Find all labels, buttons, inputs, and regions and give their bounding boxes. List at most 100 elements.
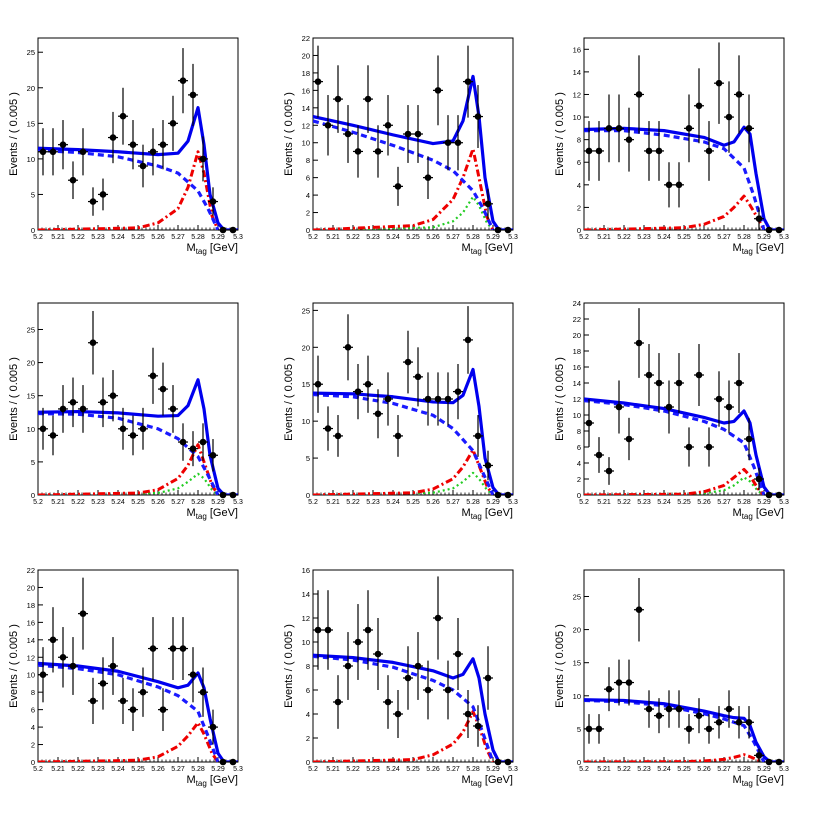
- data-point: [343, 314, 353, 381]
- point-marker: [209, 451, 217, 459]
- point-marker: [89, 339, 97, 347]
- x-tick-label: 5.2: [33, 766, 43, 773]
- x-tick-label: 5.2: [308, 234, 318, 241]
- x-axis-label: Mtag [GeV]: [187, 507, 238, 521]
- data-point: [323, 406, 333, 451]
- y-axis-label: Events / ( 0.005 ): [554, 624, 566, 708]
- data-point: [694, 68, 704, 144]
- data-point: [393, 690, 403, 738]
- point-marker: [655, 379, 663, 387]
- point-marker: [715, 395, 723, 403]
- point-marker: [685, 443, 693, 451]
- y-tick-label: 0: [306, 491, 310, 500]
- x-tick-label: 5.23: [366, 766, 380, 773]
- point-marker: [99, 191, 107, 198]
- x-tick-label: 5.24: [657, 234, 671, 241]
- data-point: [218, 758, 228, 766]
- point-marker: [334, 432, 342, 440]
- data-point: [503, 491, 513, 499]
- x-tick-label: 5.22: [617, 234, 631, 241]
- y-tick-label: 4: [577, 181, 581, 190]
- x-tick-label: 5.24: [386, 766, 400, 773]
- curve-signal: [584, 467, 766, 495]
- data-point: [503, 758, 513, 766]
- data-point: [48, 607, 58, 673]
- y-tick-label: 14: [573, 68, 581, 77]
- y-tick-label: 25: [302, 306, 310, 315]
- point-marker: [149, 372, 157, 380]
- point-marker: [344, 662, 352, 670]
- data-point: [58, 385, 68, 433]
- y-tick-label: 0: [577, 758, 581, 767]
- data-point: [128, 688, 138, 732]
- point-marker: [79, 405, 87, 413]
- point-marker: [334, 698, 342, 706]
- x-axis-label: Mtag [GeV]: [462, 242, 513, 256]
- x-tick-label: 5.2: [33, 499, 43, 506]
- data-point: [218, 491, 228, 499]
- point-marker: [89, 697, 97, 705]
- point-marker: [504, 758, 512, 766]
- data-point: [644, 344, 654, 406]
- data-point: [403, 646, 413, 710]
- data-point: [48, 128, 58, 176]
- point-marker: [219, 226, 227, 234]
- y-tick-label: 10: [302, 417, 310, 426]
- point-marker: [434, 395, 442, 403]
- x-tick-label: 5.2: [308, 766, 318, 773]
- data-point: [594, 121, 604, 181]
- data-point: [433, 576, 443, 660]
- x-tick-label: 5.25: [677, 499, 691, 506]
- x-tick-label: 5.29: [211, 766, 225, 773]
- data-point: [684, 427, 694, 467]
- point-marker: [585, 725, 593, 733]
- y-tick-label: 25: [27, 325, 35, 334]
- data-point: [353, 604, 363, 680]
- point-marker: [504, 491, 512, 499]
- point-marker: [139, 162, 147, 170]
- data-point: [443, 372, 453, 426]
- data-point: [594, 714, 604, 744]
- x-tick-label: 5.23: [366, 499, 380, 506]
- curve-peaking-background: [313, 471, 494, 495]
- data-point: [654, 121, 664, 181]
- data-point: [473, 85, 483, 149]
- data-point: [168, 385, 178, 433]
- point-marker: [39, 671, 47, 679]
- data-point: [684, 94, 694, 163]
- point-marker: [675, 181, 683, 189]
- y-tick-label: 10: [573, 113, 581, 122]
- data-point: [138, 407, 148, 450]
- data-point: [644, 121, 654, 181]
- x-tick-label: 5.22: [71, 499, 85, 506]
- point-marker: [585, 419, 593, 427]
- curve-combinatorial: [313, 119, 495, 230]
- data-point: [664, 380, 674, 434]
- x-tick-label: 5.22: [617, 766, 631, 773]
- y-tick-label: 10: [302, 139, 310, 148]
- point-marker: [695, 102, 703, 110]
- data-point: [493, 491, 503, 499]
- data-point: [754, 748, 764, 762]
- point-marker: [179, 438, 187, 446]
- data-point: [373, 618, 383, 690]
- y-tick-label: 15: [27, 392, 35, 401]
- point-marker: [765, 491, 773, 499]
- y-tick-label: 20: [27, 583, 35, 592]
- x-tick-label: 5.28: [466, 766, 480, 773]
- x-axis-label: Mtag [GeV]: [187, 774, 238, 788]
- point-marker: [229, 491, 237, 499]
- point-marker: [775, 491, 783, 499]
- y-tick-label: 0: [306, 226, 310, 235]
- x-tick-label: 5.28: [191, 499, 205, 506]
- x-tick-label: 5.3: [233, 499, 243, 506]
- point-marker: [139, 688, 147, 696]
- data-point: [38, 647, 48, 703]
- point-marker: [595, 451, 603, 459]
- data-point: [158, 688, 168, 732]
- data-point: [333, 65, 343, 133]
- data-point: [148, 347, 158, 404]
- data-point: [198, 667, 208, 717]
- x-tick-label: 5.22: [71, 234, 85, 241]
- data-point: [433, 55, 443, 126]
